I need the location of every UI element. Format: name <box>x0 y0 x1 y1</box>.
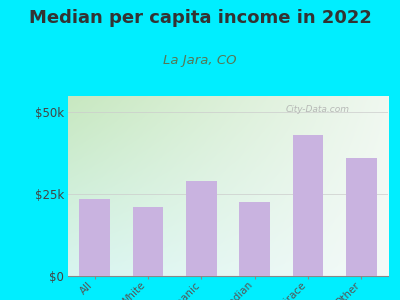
Text: La Jara, CO: La Jara, CO <box>163 54 237 67</box>
Bar <box>79 199 110 276</box>
Bar <box>186 181 217 276</box>
Text: City-Data.com: City-Data.com <box>286 105 350 114</box>
Text: Median per capita income in 2022: Median per capita income in 2022 <box>28 9 372 27</box>
Bar <box>239 202 270 276</box>
Bar <box>346 158 377 276</box>
Bar <box>132 207 164 276</box>
Bar <box>292 135 324 276</box>
